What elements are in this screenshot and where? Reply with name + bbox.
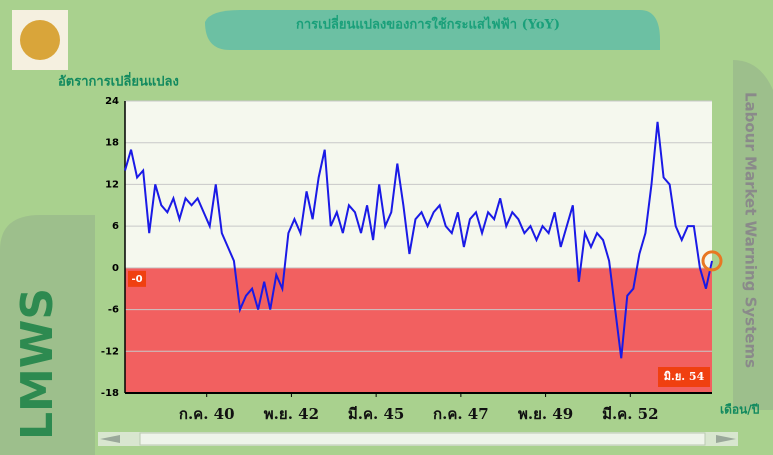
x-tick-label: มี.ค. 45 [348, 405, 404, 423]
side-panel [0, 215, 95, 455]
x-axis-title: เดือน/ปี [720, 403, 760, 417]
y-tick-label: -18 [101, 388, 119, 399]
x-tick-label: ก.ค. 47 [433, 405, 489, 423]
zero-label: -0 [131, 274, 142, 285]
y-axis-title: อัตราการเปลี่ยนแปลง [58, 72, 179, 90]
y-tick-label: -6 [108, 305, 119, 316]
scroll-thumb[interactable] [139, 432, 706, 446]
x-tick-label: ก.ค. 40 [179, 405, 235, 423]
last-label-box [658, 367, 710, 387]
y-tick-label: 12 [105, 179, 119, 190]
x-tick-label: พ.ย. 42 [264, 405, 319, 423]
data-line [124, 121, 713, 359]
y-tick-label: -12 [101, 346, 119, 357]
zero-label-box [128, 270, 146, 287]
last-label: มิ.ย. 54 [664, 370, 705, 383]
x-tick-label: พ.ย. 49 [518, 405, 573, 423]
title-banner [205, 10, 660, 50]
y-tick-label: 24 [105, 96, 119, 107]
x-tick-label: มี.ค. 52 [602, 405, 658, 423]
negative-zone [125, 267, 712, 393]
brand: LMWS [12, 288, 63, 440]
y-tick-label: 0 [112, 263, 119, 274]
y-tick-label: 18 [105, 138, 119, 149]
chart-title: การเปลี่ยนแปลงของการใช้กระแสไฟฟ้า (YoY) [296, 15, 560, 33]
side-panel [733, 60, 773, 410]
y-tick-label: 6 [112, 221, 119, 232]
side-title: Labour Market Warning Systems [742, 92, 760, 368]
last-point-marker [701, 250, 723, 272]
logo-emblem [20, 20, 60, 60]
